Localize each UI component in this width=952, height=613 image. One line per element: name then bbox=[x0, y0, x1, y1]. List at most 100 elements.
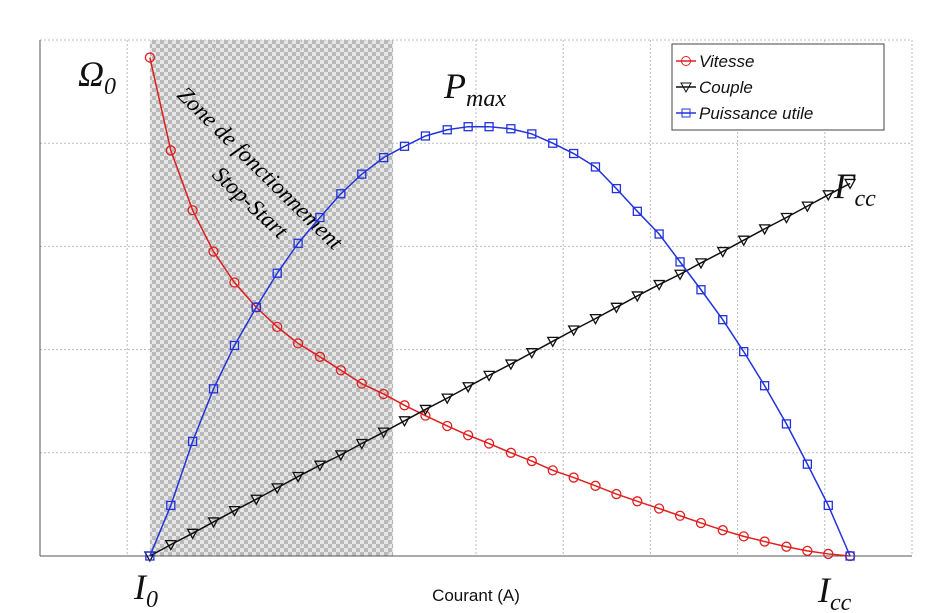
annotation: Ω0 bbox=[78, 54, 116, 100]
marker bbox=[442, 125, 452, 135]
marker bbox=[548, 138, 558, 148]
marker bbox=[463, 122, 473, 132]
annotation-sub: max bbox=[466, 86, 506, 112]
series-line bbox=[149, 182, 851, 557]
marker bbox=[695, 517, 707, 529]
marker bbox=[716, 246, 729, 258]
marker bbox=[334, 450, 347, 462]
x-axis-label: Courant (A) bbox=[432, 586, 520, 605]
marker bbox=[144, 52, 156, 63]
marker bbox=[781, 541, 792, 552]
legend-box bbox=[671, 43, 885, 131]
marker bbox=[739, 347, 749, 357]
marker bbox=[611, 488, 622, 500]
marker bbox=[398, 416, 411, 428]
marker bbox=[506, 124, 516, 134]
marker bbox=[547, 465, 558, 476]
marker bbox=[420, 131, 431, 141]
marker bbox=[377, 427, 390, 439]
marker bbox=[378, 388, 389, 400]
marker bbox=[738, 531, 749, 542]
marker bbox=[229, 277, 240, 288]
marker bbox=[759, 536, 770, 547]
stop-start-zone bbox=[149, 40, 394, 556]
marker bbox=[229, 340, 240, 351]
marker bbox=[187, 205, 198, 216]
marker bbox=[569, 148, 579, 159]
marker bbox=[482, 370, 496, 382]
marker bbox=[758, 224, 771, 236]
marker bbox=[801, 201, 814, 213]
legend-label: Puissance utile bbox=[699, 104, 813, 123]
annotation-sub: 0 bbox=[104, 74, 116, 100]
marker bbox=[271, 483, 284, 495]
marker bbox=[845, 551, 855, 561]
legend-label: Vitesse bbox=[699, 52, 754, 71]
marker bbox=[292, 471, 305, 483]
marker bbox=[166, 500, 176, 511]
marker bbox=[737, 235, 750, 247]
legend-marker bbox=[680, 82, 692, 94]
marker bbox=[145, 551, 155, 561]
marker bbox=[717, 525, 728, 536]
annotation: Γcc bbox=[833, 166, 876, 212]
marker bbox=[356, 378, 367, 389]
marker bbox=[378, 152, 389, 163]
marker bbox=[567, 325, 580, 337]
annotation-sub: cc bbox=[854, 186, 876, 212]
marker bbox=[336, 189, 346, 199]
marker bbox=[654, 229, 664, 239]
marker bbox=[462, 382, 475, 394]
marker bbox=[526, 455, 537, 467]
marker bbox=[694, 258, 708, 270]
marker bbox=[293, 238, 303, 248]
marker bbox=[208, 384, 219, 394]
marker bbox=[442, 420, 453, 432]
marker bbox=[463, 430, 474, 441]
marker bbox=[718, 315, 728, 325]
marker bbox=[208, 246, 219, 257]
marker bbox=[590, 162, 601, 172]
marker bbox=[420, 410, 431, 421]
marker bbox=[504, 359, 517, 371]
annotation-text: Ω bbox=[78, 54, 104, 94]
marker bbox=[419, 404, 432, 416]
marker bbox=[484, 122, 494, 132]
marker bbox=[802, 459, 813, 469]
marker bbox=[314, 351, 326, 362]
series-line bbox=[149, 125, 851, 557]
annotation: I0 bbox=[133, 567, 158, 613]
marker bbox=[610, 302, 623, 314]
annotation-sub: cc bbox=[830, 590, 852, 613]
annotation-sub: 0 bbox=[146, 587, 158, 613]
annotation-text: P bbox=[443, 66, 466, 106]
legend-marker bbox=[681, 108, 691, 118]
marker bbox=[780, 212, 793, 224]
marker bbox=[527, 129, 537, 139]
legend-label: Couple bbox=[699, 78, 753, 97]
marker bbox=[696, 285, 706, 295]
marker bbox=[611, 183, 622, 194]
marker bbox=[653, 279, 666, 291]
marker bbox=[823, 548, 834, 560]
annotation-text: I bbox=[133, 567, 148, 607]
marker bbox=[250, 494, 263, 506]
marker bbox=[590, 480, 601, 491]
marker bbox=[441, 393, 454, 405]
marker bbox=[335, 365, 346, 376]
legend-marker bbox=[681, 56, 691, 66]
marker bbox=[653, 503, 665, 514]
marker bbox=[272, 268, 282, 278]
marker bbox=[357, 169, 367, 179]
marker bbox=[843, 178, 857, 190]
marker bbox=[546, 336, 559, 348]
annotation-text: Γ bbox=[833, 166, 856, 206]
marker bbox=[399, 400, 410, 411]
marker bbox=[675, 257, 685, 267]
marker bbox=[186, 528, 199, 540]
marker bbox=[632, 496, 643, 507]
marker bbox=[165, 145, 176, 156]
marker bbox=[631, 291, 644, 303]
marker bbox=[313, 460, 327, 472]
